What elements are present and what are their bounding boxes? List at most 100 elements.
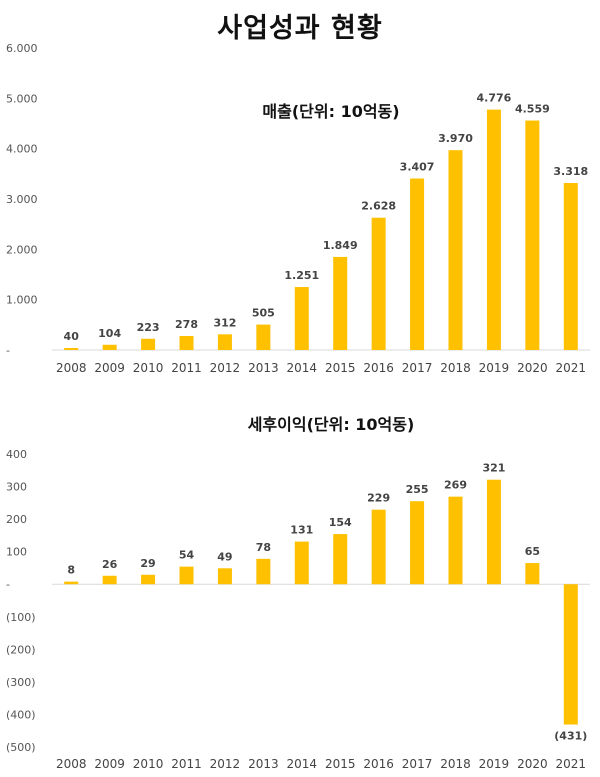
chart2-data-label: 26 (102, 558, 118, 571)
chart2-x-tick-label: 2010 (133, 757, 164, 771)
chart1-x-tick-label: 2011 (171, 361, 202, 375)
chart1-bar-2021 (563, 182, 578, 350)
chart2-y-tick-label: 100 (6, 546, 27, 559)
chart1-data-label: 505 (252, 307, 275, 320)
chart2-bar-2016 (371, 509, 386, 585)
chart1-y-tick-label: 1.000 (6, 294, 38, 307)
chart1-data-label: 1.849 (323, 239, 358, 252)
chart2-x-tick-label: 2012 (210, 757, 241, 771)
chart2-bar-2014 (294, 541, 309, 585)
chart2-data-label: 131 (290, 524, 313, 537)
chart1-x-tick-label: 2018 (440, 361, 471, 375)
chart1-x-tick-label: 2010 (133, 361, 164, 375)
chart2-y-tick-label: (500) (6, 741, 36, 754)
page-title: 사업성과 현황 (217, 13, 383, 44)
chart2-x-tick-label: 2016 (363, 757, 394, 771)
chart2-bar-2009 (102, 575, 117, 585)
chart2-bar-2020 (525, 563, 540, 585)
chart1-y-tick-label: 5.000 (6, 92, 38, 105)
chart1-bar-2010 (141, 338, 156, 350)
chart2-bar-2010 (141, 574, 156, 585)
chart2-y-tick-label: - (6, 578, 10, 591)
chart2-data-label: 29 (140, 557, 155, 570)
chart1-bar-2017 (410, 178, 425, 350)
chart1-data-label: 278 (175, 318, 198, 331)
chart2-x-tick-label: 2013 (248, 757, 279, 771)
chart1-data-label: 104 (98, 327, 121, 340)
chart1-data-label: 1.251 (284, 269, 319, 282)
chart2-y-tick-label: 300 (6, 481, 27, 494)
chart2-bar-2012 (217, 568, 232, 585)
chart1-x-tick-label: 2009 (94, 361, 125, 375)
chart2-bar-2021 (563, 584, 578, 725)
chart1-title: 매출(단위: 10억동) (262, 102, 399, 121)
chart2-x-tick-label: 2014 (287, 757, 318, 771)
chart1-x-tick-label: 2019 (479, 361, 510, 375)
chart1-data-label: 3.407 (400, 161, 435, 174)
chart2-data-label: 49 (217, 550, 232, 563)
chart1-data-label: 3.970 (438, 132, 473, 145)
chart2-bar-2008 (64, 581, 79, 585)
chart2-x-tick-label: 2009 (94, 757, 125, 771)
chart1-data-label: 4.776 (477, 92, 512, 105)
chart2-bar-2018 (448, 496, 463, 585)
chart2-data-label: 65 (525, 545, 540, 558)
chart2-y-tick-label: 200 (6, 513, 27, 526)
chart2-data-label: 255 (406, 483, 429, 496)
chart2-x-tick-label: 2018 (440, 757, 471, 771)
chart1-bar-2013 (256, 324, 271, 350)
chart2-x-tick-label: 2008 (56, 757, 87, 771)
chart2-bar-2011 (179, 566, 194, 585)
chart1-data-label: 223 (137, 321, 160, 334)
chart1-bar-2020 (525, 120, 540, 350)
chart1-y-tick-label: 2.000 (6, 243, 38, 256)
chart2-x-tick-label: 2017 (402, 757, 433, 771)
chart2-bar-2013 (256, 558, 271, 585)
chart2-data-label: 54 (179, 549, 195, 562)
chart1-x-tick-label: 2012 (210, 361, 241, 375)
chart1-y-tick-label: - (6, 344, 10, 357)
chart1-bar-2012 (217, 334, 232, 350)
chart2-x-tick-label: 2015 (325, 757, 356, 771)
chart1-x-tick-label: 2013 (248, 361, 279, 375)
chart2-x-tick-label: 2020 (517, 757, 548, 771)
chart1-x-tick-label: 2016 (363, 361, 394, 375)
chart2-data-label: 269 (444, 479, 467, 492)
chart1-bar-2009 (102, 344, 117, 350)
chart2-y-tick-label: (300) (6, 676, 36, 689)
chart2-bar-2015 (333, 534, 348, 585)
chart2-x-tick-label: 2021 (556, 757, 587, 771)
chart1-bar-2016 (371, 217, 386, 350)
chart2-y-tick-label: 400 (6, 448, 27, 461)
chart1-x-tick-label: 2017 (402, 361, 433, 375)
chart1-bar-2014 (294, 287, 309, 350)
chart2-data-label: (431) (554, 730, 587, 743)
chart1-y-tick-label: 6.000 (6, 42, 38, 55)
chart1-bar-2019 (486, 109, 501, 350)
chart1-x-tick-label: 2008 (56, 361, 87, 375)
chart1-data-label: 40 (64, 330, 80, 343)
chart2-y-tick-label: (100) (6, 611, 36, 624)
chart1-y-tick-label: 3.000 (6, 193, 38, 206)
chart2-data-label: 8 (67, 564, 75, 577)
chart1-y-tick-label: 4.000 (6, 143, 38, 156)
chart2-bar-2019 (486, 479, 501, 585)
chart1-bar-2015 (333, 256, 348, 350)
chart1-data-label: 3.318 (553, 165, 588, 178)
chart2-x-tick-label: 2011 (171, 757, 202, 771)
chart2-data-label: 321 (482, 462, 505, 475)
chart2-y-tick-label: (400) (6, 708, 36, 721)
chart1-x-tick-label: 2020 (517, 361, 548, 375)
chart2-y-tick-label: (200) (6, 643, 36, 656)
chart1-bar-2011 (179, 336, 194, 350)
chart1-bar-2018 (448, 150, 463, 350)
chart2-data-label: 229 (367, 492, 390, 505)
chart2-data-label: 154 (329, 516, 352, 529)
chart2-bar-2017 (410, 501, 425, 585)
chart1-data-label: 2.628 (361, 200, 396, 213)
chart1-data-label: 312 (213, 316, 236, 329)
chart1-x-tick-label: 2014 (287, 361, 318, 375)
chart1-data-label: 4.559 (515, 103, 550, 116)
chart2-x-tick-label: 2019 (479, 757, 510, 771)
